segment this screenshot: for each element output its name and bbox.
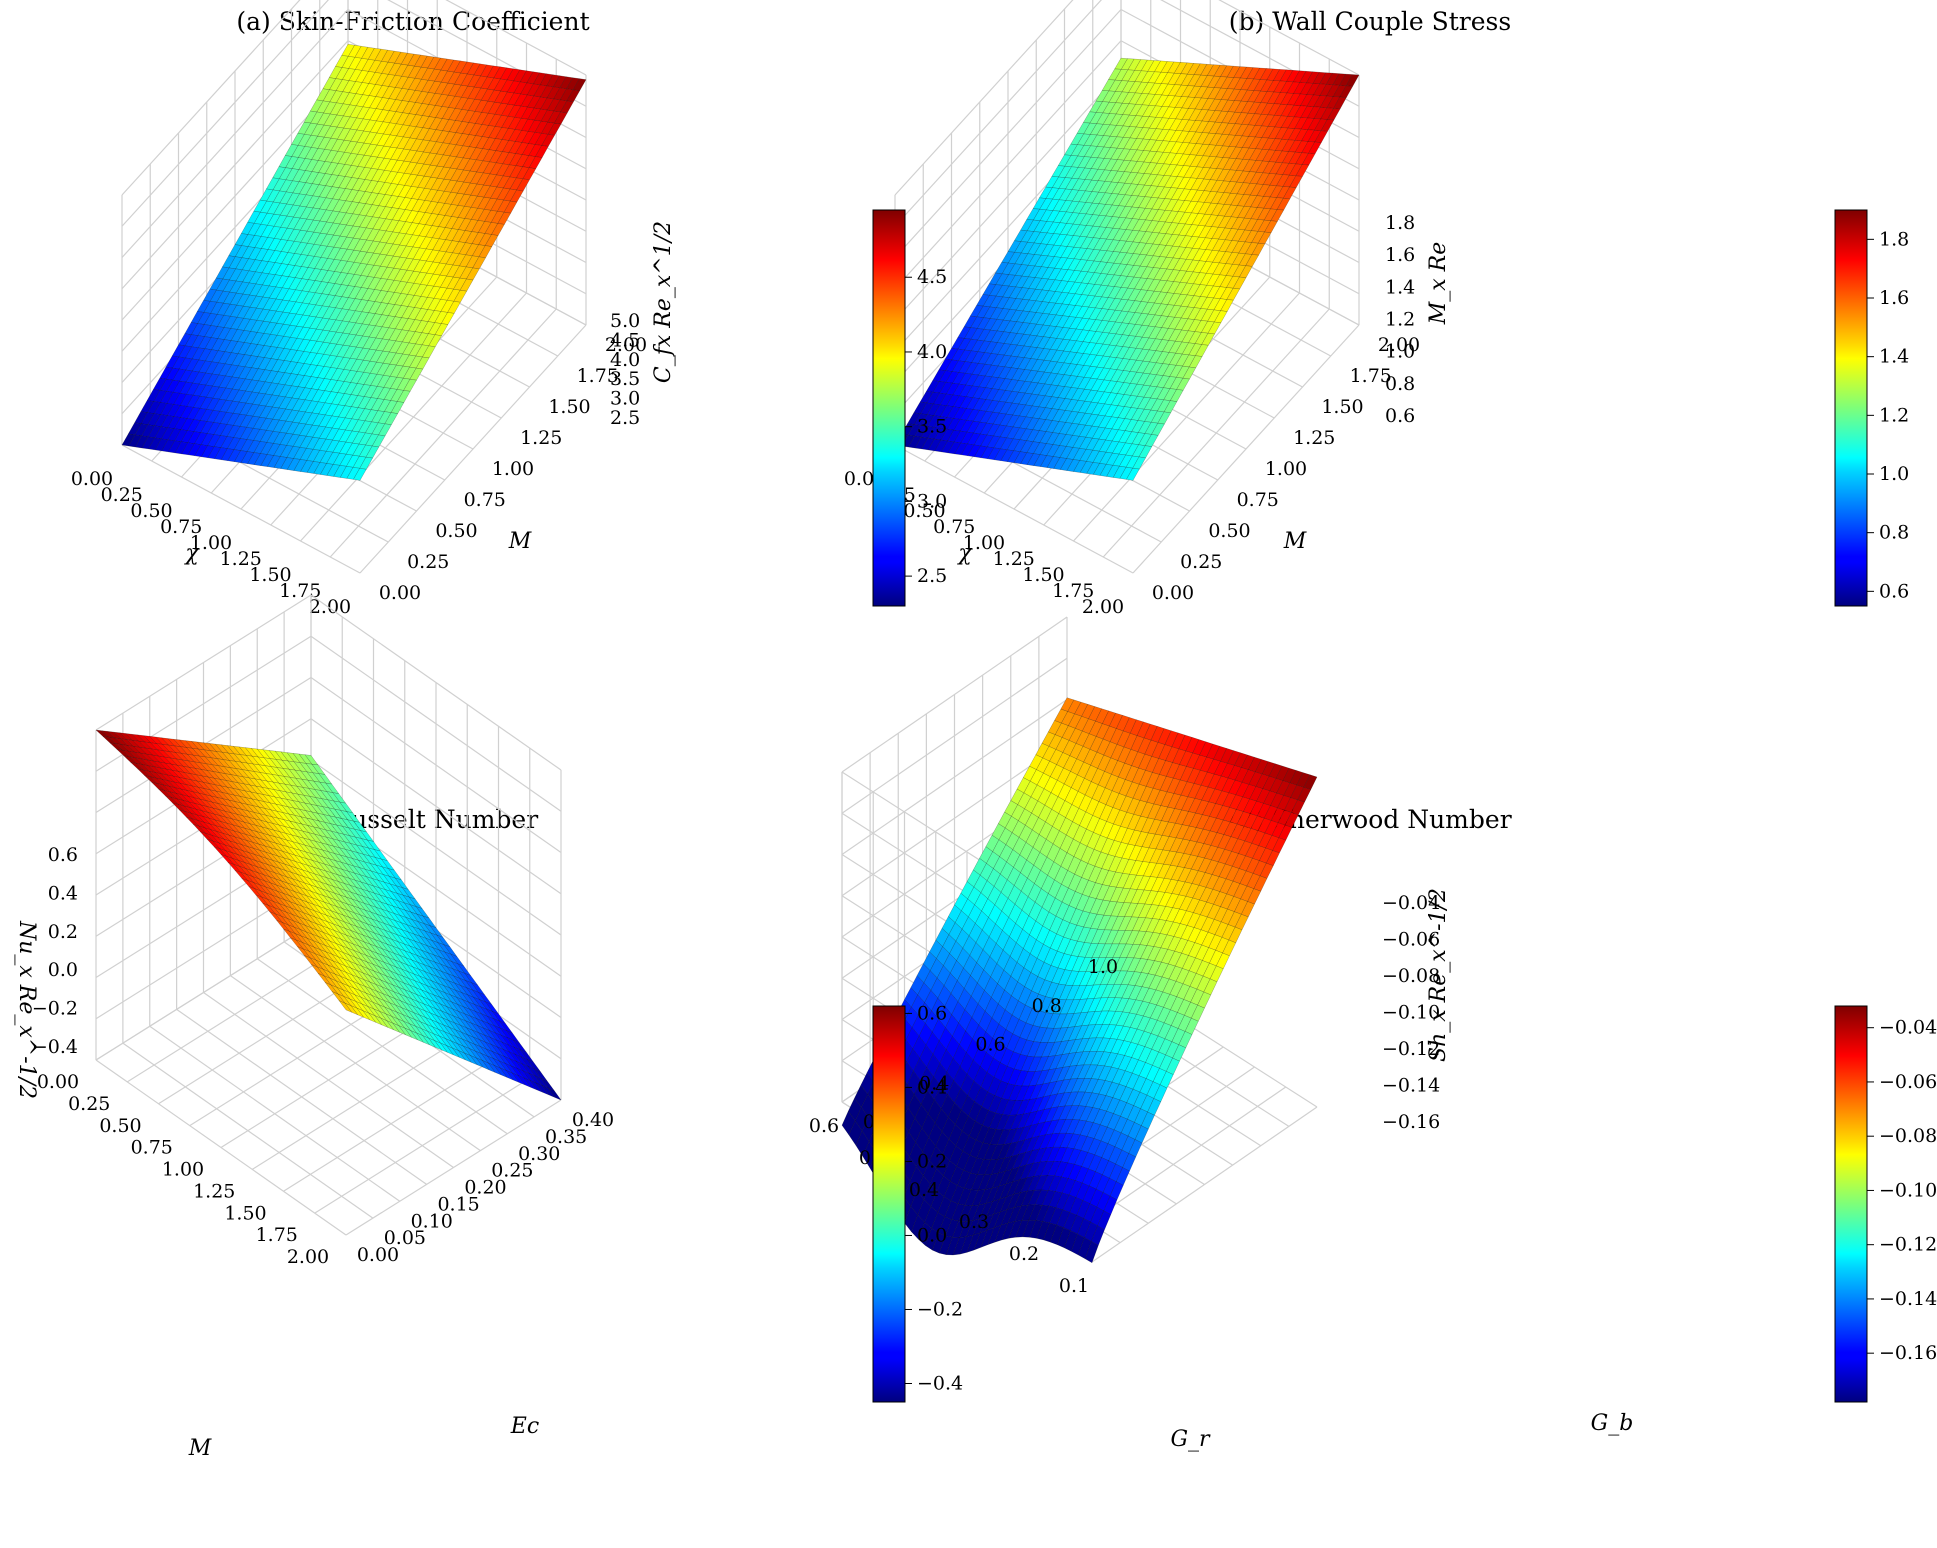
surface-patch [459,278,474,292]
title-b: (b) Wall Couple Stress [1229,7,1511,36]
z-axis-label: Nu_x Re_x^-1/2 [14,920,39,1099]
y-tick-label: 0.50 [435,520,477,542]
x-tick-label: 2.00 [287,1246,329,1268]
y-tick-label: 0.25 [1180,551,1222,573]
x-tick-label: 2.00 [309,596,351,618]
surface-mesh [894,57,1360,481]
surface-patch [378,423,392,437]
surface-patch [434,323,449,336]
x-tick-label: 1.25 [220,548,262,570]
x-tick-label: 0.00 [37,1071,79,1093]
y-tick-label: 0.40 [572,1109,614,1131]
y-tick-label: 1.75 [577,365,619,387]
y-tick-label: 0.25 [407,551,449,573]
surface-patch [566,89,581,103]
y-tick-label: 1.00 [1265,458,1307,480]
z-tick-label: 1.0 [1385,341,1415,363]
z-tick-label: 1.8 [1385,212,1415,234]
z-tick-label: 0.0 [48,959,78,981]
z-tick-label: 3.5 [610,368,640,390]
z-tick-label: 0.8 [1385,373,1415,395]
panel-a-surface-plot: 0.000.250.500.751.001.251.501.752.000.00… [71,0,676,618]
surface-patch [359,456,373,470]
z-tick-label: 0.4 [48,882,78,904]
y-axis-label: M [508,529,532,554]
z-tick-label: 1.6 [1385,244,1415,266]
x-tick-label: 2.00 [1082,596,1124,618]
surface-patch [390,401,405,414]
z-tick-label: 4.0 [610,349,640,371]
z-tick-label: 2.5 [610,407,640,429]
y-tick-label: 1.50 [1321,396,1363,418]
surface-patch [409,367,424,381]
x-axis-label: M [188,1436,212,1461]
x-tick-label: 1.00 [190,532,232,554]
x-tick-label: 1.25 [193,1180,235,1202]
surface-patch [415,356,430,370]
y-tick-label: 0.75 [464,489,506,511]
y-tick-label: 1.25 [520,427,562,449]
title-a: (a) Skin-Friction Coefficient [236,7,589,36]
x-tick-label: 1.50 [224,1202,266,1224]
x-tick-label: 1.00 [162,1159,204,1181]
surface-mesh [121,43,587,481]
x-tick-label: 0.25 [101,484,143,506]
y-tick-label: 0.00 [1152,582,1194,604]
surface-patch [553,111,568,125]
surface-patch [472,256,486,270]
z-tick-label: 1.4 [1385,276,1415,298]
surface-patch [466,267,480,281]
z-tick-label: 3.0 [610,388,640,410]
surface-patch [572,78,587,92]
panel-b-surface-plot: 0.000.250.500.751.001.251.501.752.000.00… [844,0,1451,618]
x-tick-label: 0.75 [160,516,202,538]
surface-patch [384,412,399,425]
surface-patch [560,100,574,114]
x-axis-label: χ [956,541,973,566]
z-tick-label: 0.6 [1385,405,1415,427]
axis-ticks: 0.000.250.500.751.001.251.501.752.000.00… [71,310,647,618]
z-tick-label: 0.6 [48,844,78,866]
y-tick-label: 1.25 [1293,427,1335,449]
z-tick-label: 5.0 [610,310,640,332]
surface-patch [353,468,367,481]
x-axis-label: χ [183,541,200,566]
z-tick-label: 1.2 [1385,309,1415,331]
z-tick-label: 4.5 [610,329,640,351]
surface-patch [478,245,493,259]
x-tick-label: 0.25 [68,1093,110,1115]
x-tick-label: 1.50 [249,564,291,586]
z-axis-label: M_x Re [1426,242,1451,326]
y-tick-label: 1.50 [548,396,590,418]
x-tick-label: 0.50 [130,500,172,522]
x-tick-label: 0.50 [99,1115,141,1137]
x-tick-label: 0.00 [71,468,113,490]
y-tick-label: 2.00 [605,334,647,356]
surface-patch [453,289,468,303]
surface-patch [428,334,442,348]
z-axis-label: C_fx Re_x^1/2 [651,221,676,383]
surface-patch [371,434,386,448]
y-axis-label: M [1283,529,1307,554]
panel-c-surface-plot: 0.000.250.500.751.001.251.501.752.00 0.00… [14,594,614,1461]
y-tick-label: 1.00 [492,458,534,480]
y-tick-label: 0.00 [379,582,421,604]
x-tick-label: 0.75 [131,1137,173,1159]
y-tick-label: 0.50 [1208,520,1250,542]
panel-d-surface-plot: 0.10.20.30.40.50.60.20.40.60.81.0−0.16−0… [809,616,1633,1452]
y-axis-label: Ec [510,1414,539,1439]
x-tick-label: 1.75 [256,1224,298,1246]
surface-patch [447,301,461,314]
surface-patch [396,390,411,403]
y-tick-label: 0.75 [1237,489,1279,511]
z-tick-label: 0.2 [48,921,78,943]
